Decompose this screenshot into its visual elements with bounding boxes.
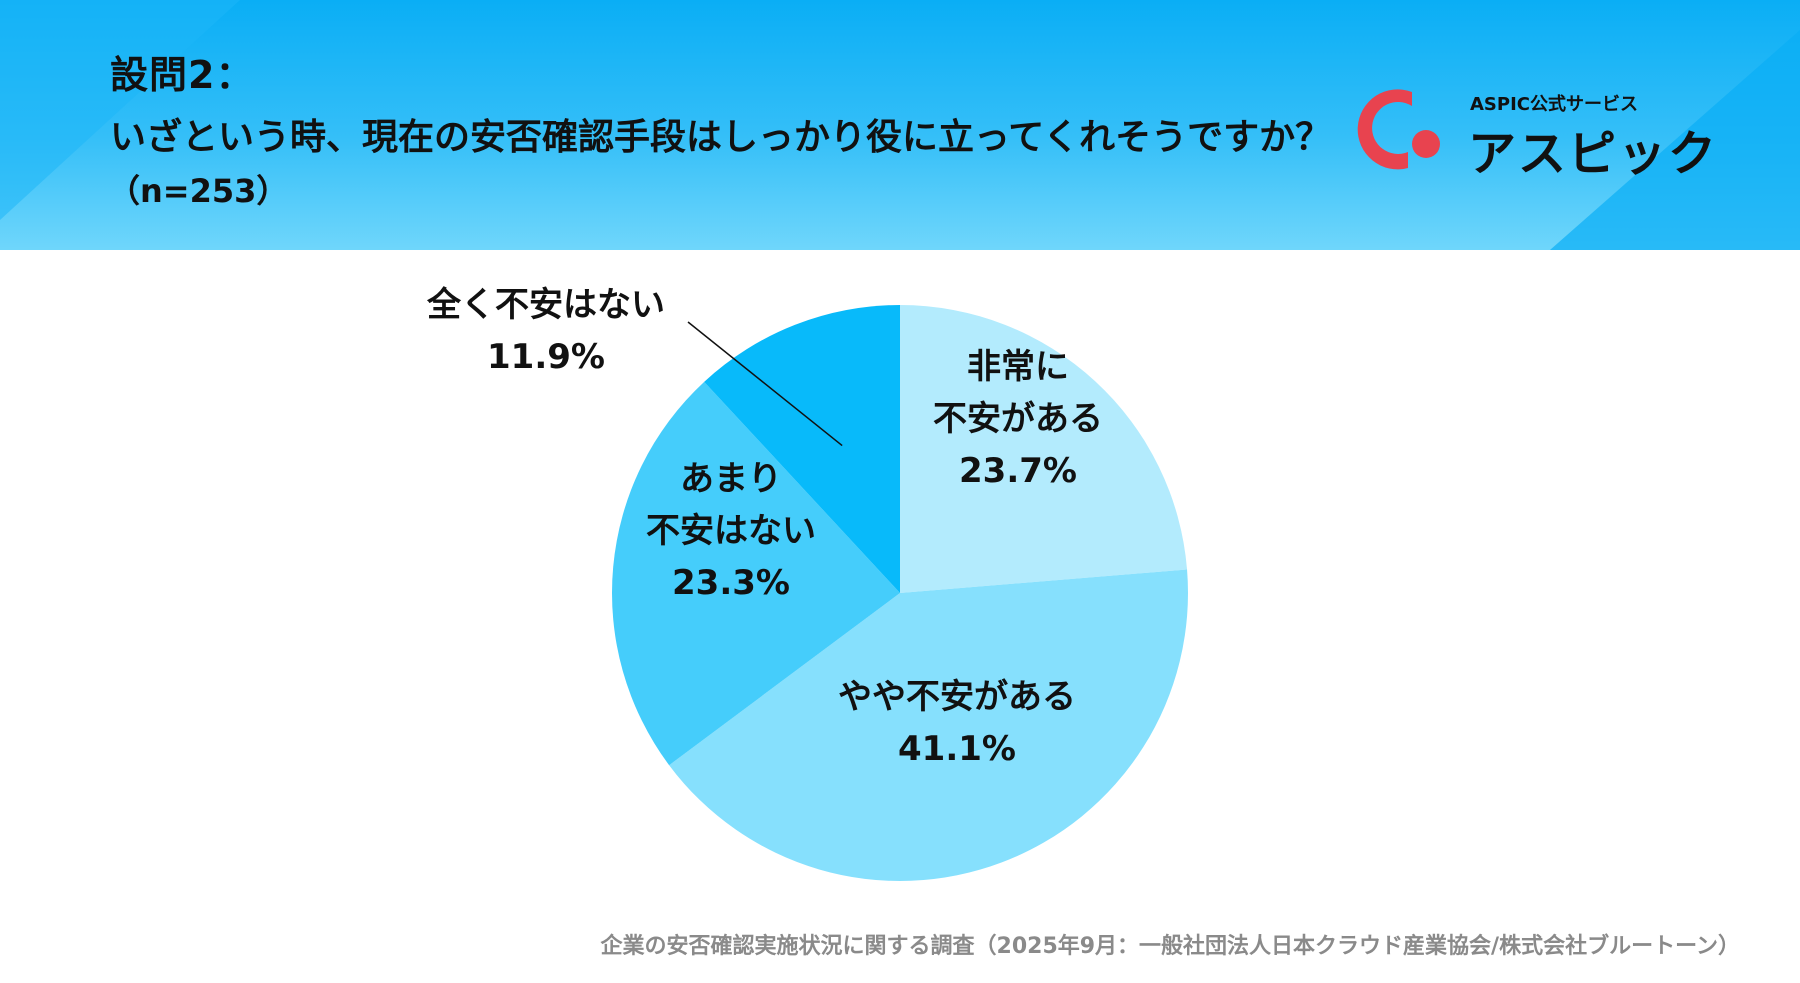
logo-mark-icon	[1357, 89, 1440, 170]
question-label: 設問2：	[110, 53, 255, 97]
slice-category-label-3: あまり	[680, 459, 782, 499]
aspic-logo: ASPIC公式サービス アスピック	[1350, 86, 1720, 182]
slice-value-label-1: 23.7%	[959, 451, 1077, 491]
source-note: 企業の安否確認実施状況に関する調査（2025年9月：一般社団法人日本クラウド産業…	[600, 934, 1740, 959]
header-banner: 設問2： いざという時、現在の安否確認手段はしっかり役に立ってくれそうですか？ …	[0, 0, 1800, 250]
slice-category-label-3: 不安はない	[646, 511, 816, 551]
sample-size: （n=253）	[108, 172, 289, 210]
pie-slice-4	[704, 305, 900, 593]
slice-category-label-1: 不安がある	[933, 399, 1103, 439]
pie-slice-1	[900, 305, 1188, 593]
question-text: いざという時、現在の安否確認手段はしっかり役に立ってくれそうですか？	[110, 117, 1332, 158]
slice-value-label-2: 41.1%	[898, 729, 1016, 769]
slice-category-label-4: 全く不安はない	[426, 285, 665, 325]
header-decoration	[0, 0, 1800, 250]
pie-slice-3	[611, 381, 900, 766]
slice-category-label-1: 非常に	[967, 347, 1069, 387]
logo-name: アスピック	[1468, 126, 1719, 182]
pie-slice-2	[669, 569, 1188, 882]
leader-line	[687, 321, 843, 447]
slice-category-label-2: やや不安がある	[838, 677, 1076, 717]
logo-subtitle: ASPIC公式サービス	[1470, 94, 1638, 115]
slice-value-label-4: 11.9%	[487, 337, 605, 377]
slice-value-label-3: 23.3%	[672, 563, 790, 603]
